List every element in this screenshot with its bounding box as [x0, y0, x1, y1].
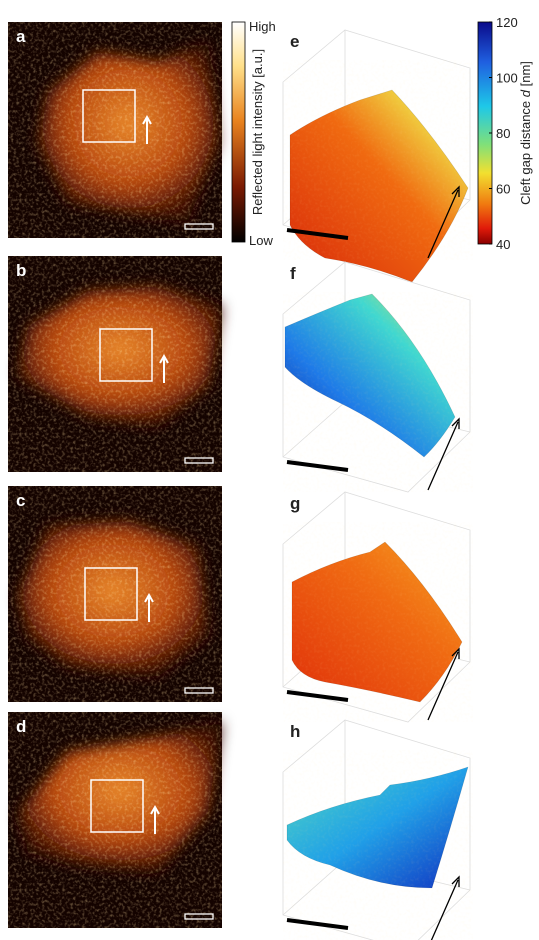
label-unit: [nm] [518, 61, 533, 90]
colorbar-tick-label: 80 [496, 126, 510, 141]
surface-texture [283, 60, 473, 260]
colorbar-tick-label: 120 [496, 15, 518, 30]
panel-label: b [16, 261, 26, 280]
panel-label: f [290, 264, 296, 283]
intensity-colorbar [232, 22, 245, 242]
microscopy-image: d [8, 712, 222, 928]
colorbar-low: Low [249, 233, 273, 248]
panel-label: a [16, 27, 26, 46]
gap-colorbar-label: Cleft gap distance d [nm] [518, 61, 533, 205]
texture [8, 486, 222, 702]
texture [8, 256, 222, 472]
surface-plot: g [283, 492, 473, 722]
texture [8, 22, 222, 238]
surface-texture [283, 292, 473, 492]
panel-label: c [16, 491, 25, 510]
microscopy-image: c [8, 486, 222, 702]
colorbar-label: Reflected light intensity [a.u.] [250, 49, 265, 215]
colorbar-tick-label: 60 [496, 182, 510, 197]
panel-label: e [290, 32, 299, 51]
microscopy-image: b [8, 256, 222, 472]
panel-label: d [16, 717, 26, 736]
label-text: Cleft gap distance [518, 97, 533, 205]
microscopy-panels: a b c d [8, 22, 222, 928]
panel-label: h [290, 722, 300, 741]
figure: a b c d e f g h High Low Reflected light inten… [0, 0, 539, 940]
surface-texture [283, 522, 473, 722]
microscopy-image: a [8, 22, 222, 238]
colorbar-high: High [249, 19, 276, 34]
panel-label: g [290, 494, 300, 513]
surface-plot: h [283, 720, 473, 940]
colorbar-tick-label: 40 [496, 237, 510, 252]
surface-panels: e f g h [283, 30, 473, 940]
texture [8, 712, 222, 928]
colorbar-tick-label: 100 [496, 71, 518, 86]
surface-plot: f [283, 262, 473, 492]
surface-plot: e [283, 30, 473, 282]
